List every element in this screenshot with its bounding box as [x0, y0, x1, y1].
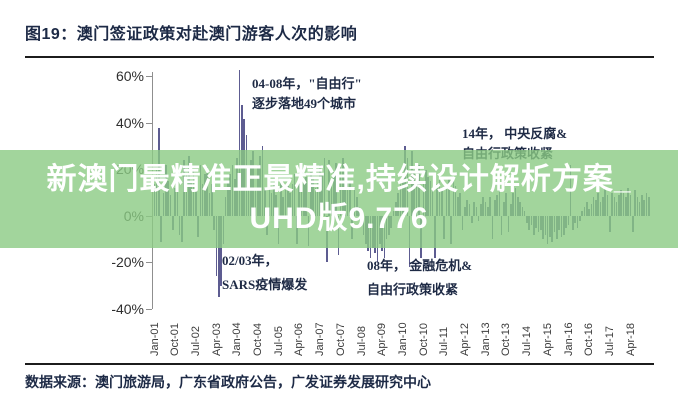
title-divider — [25, 56, 654, 58]
x-tick-label: Apr-15 — [541, 322, 554, 356]
bar — [220, 216, 222, 286]
annotation-line: 02/03年， — [222, 253, 278, 268]
footer-divider — [25, 363, 654, 365]
x-tick-label: Jan-04 — [231, 322, 244, 356]
x-tick-label: Apr-03 — [210, 322, 223, 356]
watermark-text-line1: 新澳门最精准正最精准,持续设计解析方案_ — [46, 163, 632, 196]
y-tick — [146, 122, 152, 124]
x-tick-label: Oct-04 — [252, 322, 264, 356]
x-tick-label: Jul-05 — [272, 326, 285, 356]
x-tick-label: Jan-01 — [148, 322, 161, 356]
y-tick — [146, 76, 152, 77]
x-tick-label: Oct-01 — [169, 322, 182, 356]
annotation-line: 自由行政策收紧 — [367, 282, 459, 297]
x-tick-label: Apr-18 — [624, 322, 637, 356]
x-tick-label: Jan-10 — [396, 322, 409, 356]
x-tick-label: Jan-16 — [562, 322, 575, 356]
x-tick-label: Jul-08 — [355, 326, 368, 356]
figure-title: 图19：澳门签证政策对赴澳门游客人次的影响 — [25, 26, 358, 43]
watermark-text-line2: UHD版9.776 — [249, 202, 429, 235]
y-tick-label: -40% — [111, 301, 144, 317]
annotation-sars: 02/03年， SARS疫情爆发 — [222, 249, 307, 297]
x-tick-label: Oct-16 — [583, 322, 596, 356]
y-tick-label: 40% — [115, 114, 144, 131]
x-tick-label: Jul-02 — [189, 326, 202, 356]
x-tick-label: Oct-13 — [500, 322, 513, 356]
annotation-line: 08年， 金融危机& — [367, 258, 473, 273]
annotation-line: 14年， 中央反腐& — [462, 126, 568, 141]
x-tick-label: Jul-17 — [603, 326, 616, 356]
bar — [238, 69, 241, 216]
y-tick — [146, 309, 152, 310]
annotation-line: 04-08年，"自由行" — [252, 76, 362, 91]
x-tick-label: Oct-10 — [417, 322, 430, 356]
x-tick-label: Apr-06 — [293, 322, 306, 356]
watermark-band: 新澳门最精准正最精准,持续设计解析方案_ UHD版9.776 — [0, 150, 678, 248]
x-tick-label: Jan-13 — [479, 322, 492, 356]
y-tick-label: 60% — [115, 68, 144, 84]
annotation-line: SARS疫情爆发 — [222, 277, 308, 292]
annotation-line: 逐步落地49个城市 — [252, 96, 357, 111]
annotation-free-travel: 04-08年，"自由行" 逐步落地49个城市 — [252, 74, 362, 114]
x-tick-label: Jul-11 — [438, 326, 451, 356]
bar — [217, 216, 220, 298]
x-tick-label: Apr-09 — [376, 322, 389, 356]
x-tick-label: Apr-12 — [459, 322, 471, 356]
y-tick — [146, 262, 152, 264]
x-tick-label: Jul-14 — [521, 326, 534, 356]
data-source-note: 数据来源：澳门旅游局，广东省政府公告，广发证券发展研究中心 — [25, 374, 431, 390]
x-tick-label: Jan-07 — [314, 322, 327, 356]
annotation-financial-crisis: 08年， 金融危机& 自由行政策收紧 — [367, 254, 472, 302]
y-tick-label: -20% — [111, 254, 144, 271]
x-tick-label: Oct-07 — [334, 322, 347, 356]
